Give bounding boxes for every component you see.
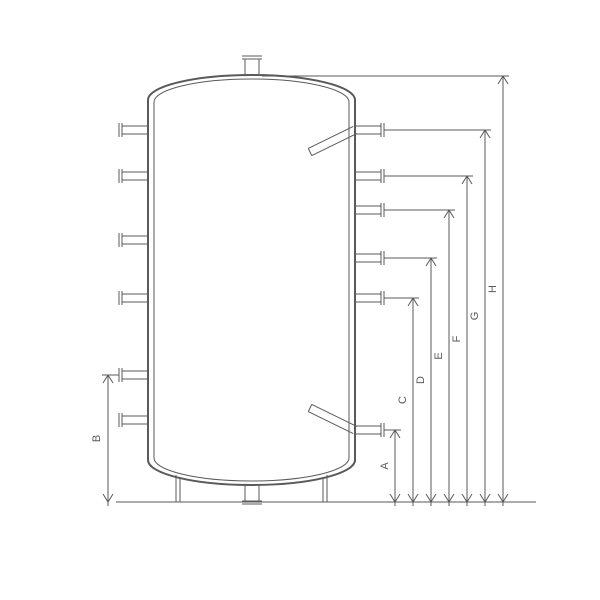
tank-diagram: B A C D E F G H [0,0,600,600]
dim-label-F: F [451,335,463,342]
dim-label-C: C [397,396,409,404]
dim-label-H: H [487,285,499,293]
dim-label-D: D [415,376,427,384]
dim-label-E: E [433,352,445,359]
dim-label-B: B [91,435,103,442]
tank-shell [148,75,355,485]
dim-label-G: G [469,312,481,321]
dim-label-A: A [379,462,391,470]
